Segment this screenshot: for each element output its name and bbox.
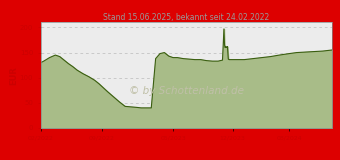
Title: Stand 15.06.2025, bekannt seit 24.02.2022: Stand 15.06.2025, bekannt seit 24.02.202… xyxy=(103,13,269,22)
Y-axis label: EUR: EUR xyxy=(9,66,18,85)
Text: © by Schottenland.de: © by Schottenland.de xyxy=(129,86,244,96)
